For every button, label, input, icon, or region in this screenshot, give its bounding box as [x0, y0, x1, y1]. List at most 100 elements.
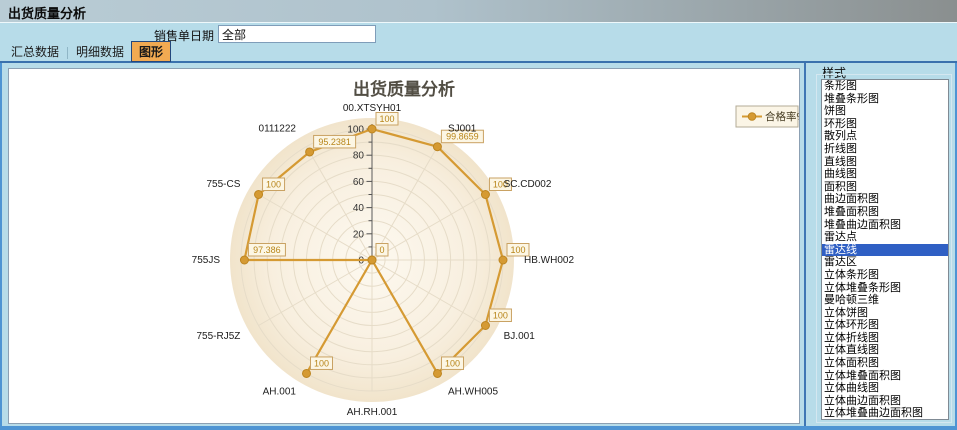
radar-point: [254, 190, 264, 199]
legend-box: [735, 105, 799, 128]
tab-2[interactable]: 图形: [131, 41, 172, 62]
radar-spoke: [371, 259, 486, 326]
radar-point: [498, 255, 508, 265]
value-label: 100: [493, 180, 508, 190]
style-list-item[interactable]: 折线图: [824, 142, 857, 155]
value-label-box: [375, 112, 399, 126]
value-label-box: [488, 177, 512, 191]
radar-point: [239, 255, 249, 265]
style-list-item[interactable]: 立体饼图: [824, 306, 868, 319]
category-label: AH.001: [263, 387, 297, 398]
tab-separator: [67, 47, 69, 59]
radar-spoke: [306, 146, 373, 261]
tab-bar: 汇总数据 明细数据 图形: [0, 41, 957, 63]
content-area: 02040608010010099.8659100100100100010009…: [0, 63, 957, 430]
style-list-item[interactable]: 立体环形图: [824, 319, 879, 332]
category-label: 0111222: [259, 123, 297, 134]
style-list-item[interactable]: 立体曲线图: [824, 382, 879, 395]
window-edge-left: [0, 63, 2, 430]
chart-title: 出货质量分析: [353, 79, 455, 99]
style-list-item[interactable]: 立体折线图: [824, 331, 879, 344]
style-list-item[interactable]: 立体堆叠面积图: [824, 369, 901, 382]
panel-divider: [804, 63, 806, 430]
axis-tick-label: 80: [353, 151, 365, 162]
radar-point: [305, 147, 315, 157]
category-label: SC.CD002: [504, 179, 552, 190]
chart-panel: 02040608010010099.8659100100100100010009…: [8, 68, 806, 424]
style-list-item[interactable]: 立体堆叠条形图: [824, 281, 901, 294]
category-label: BJ.001: [504, 331, 536, 342]
axis-tick-label: 40: [353, 203, 365, 214]
style-list-item[interactable]: 条形图: [824, 80, 857, 92]
radar-spoke: [258, 259, 373, 326]
radar-chart-svg: 02040608010010099.8659100100100100010009…: [192, 79, 806, 418]
style-list-item[interactable]: 堆叠曲边面积图: [824, 218, 901, 231]
style-list-item[interactable]: 立体面积图: [824, 357, 879, 370]
category-label: 755-CS: [206, 179, 240, 190]
value-label-box: [262, 177, 286, 191]
style-list-item[interactable]: 雷达线: [822, 243, 948, 257]
category-label: 00.XTSYH01: [343, 103, 402, 114]
category-label: 755-RJ5Z: [196, 331, 240, 342]
style-list-item[interactable]: 立体堆叠曲边面积图: [824, 407, 923, 420]
value-label-box: [313, 134, 357, 149]
value-label: 100: [314, 358, 329, 368]
value-label-box: [310, 356, 333, 370]
value-label-box: [506, 243, 530, 257]
style-list-item[interactable]: 面积图: [824, 180, 857, 193]
style-list-item[interactable]: 曲边面积图: [824, 193, 879, 206]
style-list-item[interactable]: 雷达区: [824, 256, 857, 269]
category-label: AH.RH.001: [347, 407, 398, 418]
style-list-item[interactable]: 立体条形图: [824, 268, 879, 281]
value-label: 95.2381: [318, 137, 351, 147]
radar-point: [302, 368, 311, 378]
window-bottom-edge: [0, 426, 957, 430]
axis-tick-label: 20: [353, 229, 365, 240]
style-list-item[interactable]: 散列点: [824, 130, 857, 143]
style-list-item[interactable]: 曼哈顿三维: [824, 294, 879, 307]
radar-spoke: [371, 146, 438, 261]
axis-tick-label: 60: [353, 177, 365, 188]
value-label: 0: [379, 245, 384, 255]
value-label: 100: [445, 358, 460, 368]
legend-dot-marker: [747, 112, 757, 121]
radar-point: [433, 368, 442, 378]
style-list-item[interactable]: 堆叠条形图: [824, 92, 879, 105]
value-label-box: [488, 308, 512, 322]
radar-point: [480, 321, 490, 330]
radar-spoke: [371, 194, 486, 261]
style-listbox[interactable]: 条形图 堆叠条形图 饼图 环形图 散列点 折线图 直线图 曲线图 面积图 曲边面积图 堆叠面积图 堆叠…: [821, 79, 949, 420]
value-label-box: [247, 243, 286, 257]
style-list-item[interactable]: 饼图: [824, 105, 846, 118]
style-list-item[interactable]: 立体曲边面积图: [824, 394, 901, 407]
radar-point: [480, 190, 490, 199]
value-label: 100: [510, 245, 525, 255]
category-label: HB.WH002: [524, 255, 574, 266]
window-title-bar: 出货质量分析: [0, 0, 957, 22]
radar-point: [367, 124, 377, 134]
page-title: 出货质量分析: [8, 6, 87, 21]
sales-date-input[interactable]: [218, 25, 376, 43]
style-list-item[interactable]: 立体直线图: [824, 344, 879, 357]
style-panel-title: 样式: [822, 66, 847, 80]
value-label-box: [441, 356, 464, 370]
tab-0[interactable]: 汇总数据: [11, 45, 60, 59]
axis-tick-label: 100: [347, 125, 364, 136]
radar-spoke: [258, 194, 373, 261]
style-list-item[interactable]: 直线图: [824, 155, 857, 168]
style-groupbox: [816, 74, 952, 423]
window-edge-right: [955, 63, 957, 430]
category-label: 755JS: [192, 255, 221, 266]
value-label: 100: [493, 311, 508, 321]
value-label-box: [375, 243, 389, 257]
style-list-item[interactable]: 环形图: [824, 117, 857, 130]
category-label: SJ001: [448, 123, 477, 134]
value-label: 100: [266, 180, 281, 190]
sales-date-label: 销售单日期: [153, 29, 214, 43]
style-list-item[interactable]: 雷达点: [824, 231, 857, 244]
value-label: 100: [379, 114, 394, 124]
tab-1[interactable]: 明细数据: [76, 45, 125, 59]
style-list-item[interactable]: 曲线图: [824, 168, 857, 181]
style-list-item[interactable]: 堆叠面积图: [824, 205, 879, 218]
